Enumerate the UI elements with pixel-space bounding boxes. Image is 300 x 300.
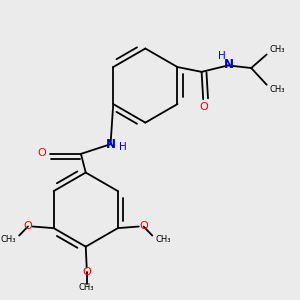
Text: H: H: [218, 51, 226, 61]
Text: O: O: [37, 148, 46, 158]
Text: CH₃: CH₃: [269, 45, 285, 54]
Text: O: O: [200, 102, 208, 112]
Text: CH₃: CH₃: [79, 283, 94, 292]
Text: N: N: [224, 58, 234, 71]
Text: CH₃: CH₃: [155, 235, 171, 244]
Text: H: H: [119, 142, 127, 152]
Text: O: O: [23, 221, 32, 231]
Text: CH₃: CH₃: [1, 235, 16, 244]
Text: N: N: [106, 138, 116, 151]
Text: O: O: [82, 267, 91, 278]
Text: O: O: [139, 221, 148, 231]
Text: CH₃: CH₃: [269, 85, 285, 94]
